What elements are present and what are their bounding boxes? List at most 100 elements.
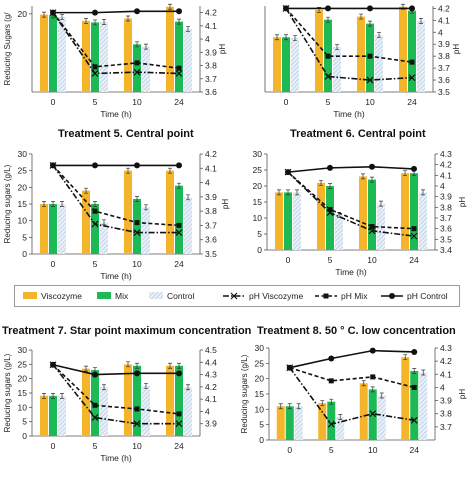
bar — [315, 9, 323, 93]
y2-axis-label: pH — [458, 197, 467, 207]
error-bar — [168, 3, 172, 10]
x-tick-label: 5 — [93, 97, 98, 107]
ph-point — [175, 229, 183, 236]
y2-tick-label: 3.9 — [205, 47, 217, 57]
error-bar — [177, 182, 181, 189]
x-tick-label: 24 — [407, 97, 417, 107]
x-tick-label: 5 — [93, 441, 98, 451]
y-tick-label: 15 — [18, 388, 28, 398]
error-bar — [42, 11, 46, 18]
y2-tick-label: 3.8 — [205, 206, 217, 216]
error-bar — [51, 393, 55, 399]
ph-point — [134, 220, 140, 226]
y-axis-label: Reducing sugars (g/L) — [240, 354, 249, 433]
bar — [124, 18, 132, 92]
ph-point — [176, 162, 182, 169]
error-bar — [379, 392, 384, 399]
chart-svg-treatment-7: 0 5 10 15 20 25 30 3.9 4 4.1 4.2 4.3 4.4 4.5 0 5 10 24 Tim… — [3, 345, 217, 463]
x-tick-label: 10 — [132, 441, 142, 451]
ph-line — [52, 12, 180, 69]
bar — [58, 395, 66, 436]
bar — [335, 214, 343, 250]
y2-tick-label: 3.7 — [440, 422, 452, 432]
y2-tick-label: 3.5 — [440, 234, 452, 244]
bar — [327, 401, 336, 440]
chart-panel-treatment-6: 0 5 10 15 20 25 30 3.4 3.5 3.6 3.7 3.8 3.9 4 4.1 4.2 4.3… — [237, 144, 474, 282]
error-bar — [295, 189, 299, 196]
y-tick-label: 0 — [259, 435, 264, 445]
y2-tick-label: 3.5 — [205, 249, 217, 259]
y-tick-label: 20 — [18, 374, 28, 384]
y2-tick-label: 3.9 — [438, 39, 450, 49]
y2-tick-label: 4 — [205, 178, 210, 188]
ph-point — [369, 410, 377, 418]
ph-point — [92, 9, 98, 16]
y-tick-label: 10 — [255, 404, 265, 414]
ph-point — [328, 378, 334, 384]
legend-swatch-mix — [97, 292, 111, 299]
y2-tick-label: 4.2 — [205, 8, 217, 18]
bar — [336, 417, 345, 440]
y-tick-label: 5 — [22, 232, 27, 242]
ph-point — [50, 162, 56, 169]
y-tick-label: 5 — [257, 229, 262, 239]
y-axis-label: Reducing sugars (g/L) — [3, 353, 12, 432]
y-tick-label: 20 — [18, 182, 28, 192]
bar — [294, 406, 303, 440]
error-bar — [84, 18, 88, 24]
error-bar — [412, 368, 417, 374]
error-bar — [186, 384, 190, 391]
bar — [142, 385, 150, 436]
y2-tick-label: 3.6 — [205, 235, 217, 245]
y2-axis-label: pH — [458, 389, 467, 399]
y-tick-label: 25 — [253, 165, 263, 175]
ph-point — [366, 76, 374, 84]
x-tick-label: 10 — [365, 97, 375, 107]
ph-point — [408, 74, 416, 82]
y2-tick-label: 4 — [440, 382, 445, 392]
y2-tick-label: 4 — [205, 406, 210, 416]
x-tick-label: 0 — [51, 97, 56, 107]
x-tick-label: 0 — [286, 255, 291, 265]
error-bar — [126, 15, 130, 22]
error-bar — [186, 194, 190, 201]
ph-point — [92, 64, 98, 70]
bar — [399, 6, 407, 93]
y2-axis-label: pH — [452, 44, 461, 54]
error-bar — [42, 201, 46, 207]
ph-point — [92, 162, 98, 169]
ph-point — [411, 348, 418, 355]
error-bar — [60, 201, 64, 207]
chart-svg-treatment-8: 0 5 10 15 20 25 30 3.7 3.8 3.9 4 4.1 4.2 4.3 0 5 10 24 Red… — [240, 343, 467, 455]
y2-tick-label: 4 — [205, 34, 210, 44]
bar — [326, 186, 334, 250]
chart-title-treatment-8: Treatment 8. 50 ° C. low concentration — [257, 325, 456, 337]
error-bar — [135, 41, 139, 48]
ph-point — [133, 68, 141, 76]
error-bar — [379, 200, 383, 207]
bar — [58, 204, 66, 254]
bar — [401, 173, 409, 250]
ph-point — [410, 416, 418, 424]
y-tick-label: 15 — [253, 197, 263, 207]
bar — [133, 199, 141, 254]
y2-tick-label: 4 — [438, 27, 443, 37]
error-bar — [403, 170, 407, 177]
y2-axis-label: pH — [218, 44, 227, 54]
x-tick-label: 5 — [329, 445, 334, 455]
ph-point — [369, 224, 375, 230]
error-bar — [403, 354, 408, 361]
error-bar — [277, 189, 281, 196]
ph-point — [175, 420, 183, 428]
chart-legend: Viscozyme Mix Control pH Viscozyme pH Mix pH … — [14, 285, 460, 307]
bar — [40, 395, 48, 436]
ph-point — [134, 370, 140, 377]
y2-tick-label: 4.1 — [205, 163, 217, 173]
y-tick-label: 30 — [255, 343, 265, 353]
error-bar — [421, 369, 426, 376]
y2-tick-label: 3.9 — [205, 419, 217, 429]
ph-point — [50, 361, 56, 368]
legend-swatch-viscozyme — [23, 292, 37, 299]
bar — [401, 357, 410, 440]
error-bar — [93, 201, 97, 207]
